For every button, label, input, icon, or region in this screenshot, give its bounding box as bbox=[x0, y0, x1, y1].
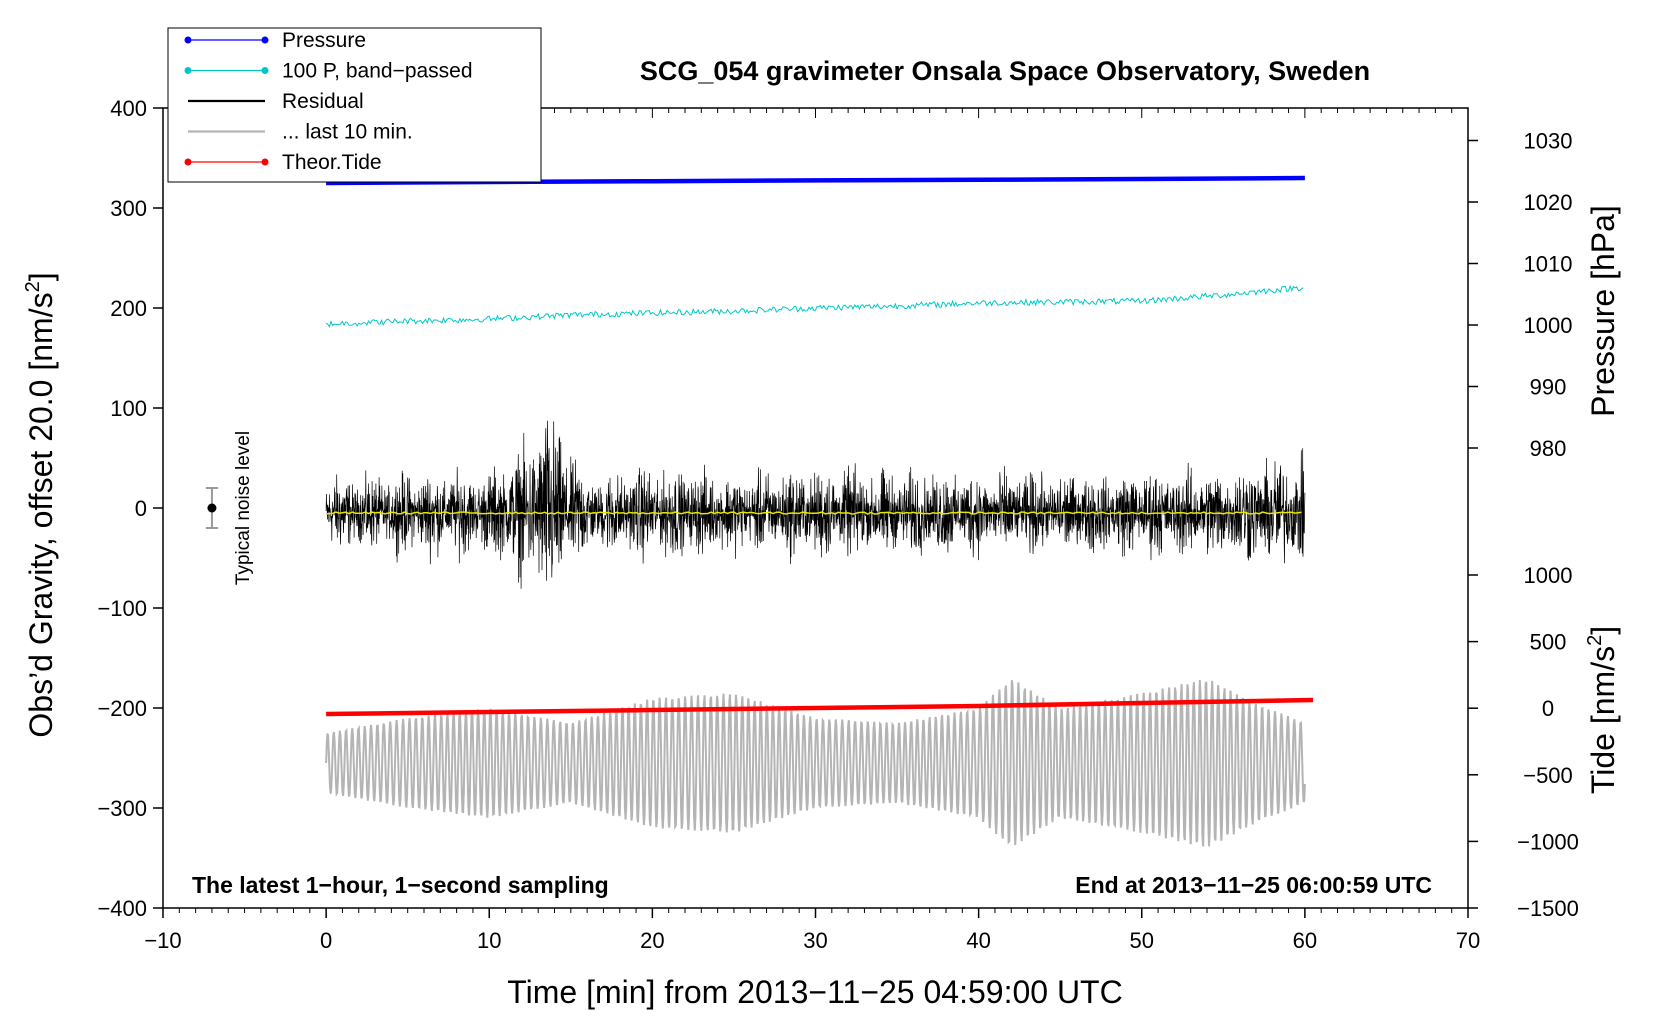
chart-title: SCG_054 gravimeter Onsala Space Observat… bbox=[640, 56, 1370, 86]
legend-label: ... last 10 min. bbox=[282, 121, 413, 144]
x-tick-label: 0 bbox=[320, 928, 332, 953]
legend-label: 100 P, band−passed bbox=[282, 60, 473, 83]
pressure-axis-tick-label: 980 bbox=[1530, 436, 1567, 461]
series-band-passed bbox=[325, 284, 1304, 328]
x-tick-label: 30 bbox=[803, 928, 827, 953]
legend-swatch-marker bbox=[184, 36, 192, 44]
legend: Pressure 100 P, band−passed Residual ... la… bbox=[167, 27, 542, 183]
noise-label: Typical noise level bbox=[233, 431, 254, 585]
y-axis-tide-title: Tide [nm/s2] bbox=[1584, 626, 1621, 794]
legend-label: Theor.Tide bbox=[282, 151, 382, 174]
legend-swatch-marker bbox=[261, 36, 269, 44]
tide-axis-tick-label: −1000 bbox=[1517, 829, 1579, 854]
tide-axis-tick-label: −1500 bbox=[1517, 896, 1579, 921]
y-tick-label: 0 bbox=[135, 496, 147, 521]
y-tick-label: 400 bbox=[110, 96, 147, 121]
legend-swatch-marker bbox=[184, 67, 192, 74]
x-tick-label: 60 bbox=[1293, 928, 1317, 953]
series-residual-smoothed bbox=[326, 511, 1302, 515]
y-tick-label: 100 bbox=[110, 396, 147, 421]
noise-point bbox=[207, 503, 217, 513]
y-axis-tide-title-sup: 2 bbox=[1584, 635, 1606, 646]
tide-axis-tick-label: 500 bbox=[1530, 630, 1567, 655]
pressure-axis-tick-label: 1020 bbox=[1524, 190, 1573, 215]
typical-noise-marker: Typical noise level bbox=[205, 431, 254, 585]
y-axis-pressure-title: Pressure [hPa] bbox=[1585, 205, 1621, 417]
y-axis-left: −400 −300 −200 −100 0 100 200 300 400 bbox=[97, 96, 163, 921]
x-tick-label: 20 bbox=[640, 928, 664, 953]
y-axis-left-title-sup: 2 bbox=[22, 281, 44, 292]
x-tick-label: 40 bbox=[966, 928, 990, 953]
series-residual bbox=[325, 420, 1306, 589]
legend-swatch-marker bbox=[261, 158, 269, 166]
y-axis-left-title-end: ] bbox=[23, 272, 59, 281]
y-axis-tide: −1500 −1000 −500 0 500 1000 bbox=[1468, 563, 1579, 921]
y-tick-label: 300 bbox=[110, 196, 147, 221]
y-tick-label: −400 bbox=[97, 896, 147, 921]
series-layer bbox=[325, 175, 1314, 847]
y-axis-tide-title-end: ] bbox=[1585, 626, 1621, 635]
legend-box bbox=[167, 27, 542, 183]
series-last-10-min bbox=[325, 679, 1306, 847]
series-theor-tide bbox=[326, 697, 1314, 717]
y-axis-tide-title-main: Tide [nm/s bbox=[1585, 646, 1621, 794]
tide-axis-tick-label: −500 bbox=[1523, 763, 1573, 788]
y-tick-label: −100 bbox=[97, 596, 147, 621]
y-tick-label: 200 bbox=[110, 296, 147, 321]
x-tick-label: 70 bbox=[1456, 928, 1480, 953]
y-axis-pressure: 980 990 1000 1010 1020 1030 bbox=[1468, 129, 1573, 461]
x-axis-title: Time [min] from 2013−11−25 04:59:00 UTC bbox=[507, 974, 1122, 1010]
tide-axis-tick-label: 0 bbox=[1542, 696, 1554, 721]
y-tick-label: −200 bbox=[97, 696, 147, 721]
y-tick-label: −300 bbox=[97, 796, 147, 821]
legend-label: Residual bbox=[282, 90, 364, 113]
pressure-axis-tick-label: 1010 bbox=[1524, 252, 1573, 277]
pressure-axis-tick-label: 1000 bbox=[1524, 313, 1573, 338]
x-tick-label: 10 bbox=[477, 928, 501, 953]
x-tick-label: −10 bbox=[144, 928, 181, 953]
legend-swatch-marker bbox=[184, 158, 192, 166]
x-tick-label: 50 bbox=[1130, 928, 1154, 953]
y-axis-left-title: Obs’d Gravity, offset 20.0 [nm/s2] bbox=[22, 272, 59, 737]
legend-label: Pressure bbox=[282, 29, 366, 52]
x-axis: −10 0 10 20 30 40 50 60 70 bbox=[144, 908, 1480, 953]
y-axis-left-title-main: Obs’d Gravity, offset 20.0 [nm/s bbox=[23, 292, 59, 737]
legend-swatch-marker bbox=[261, 67, 269, 74]
annotation-end-time: End at 2013−11−25 06:00:59 UTC bbox=[1075, 872, 1432, 898]
pressure-axis-tick-label: 990 bbox=[1530, 375, 1567, 400]
annotation-sampling: The latest 1−hour, 1−second sampling bbox=[192, 872, 609, 898]
tide-axis-tick-label: 1000 bbox=[1524, 563, 1573, 588]
pressure-axis-tick-label: 1030 bbox=[1524, 129, 1573, 154]
